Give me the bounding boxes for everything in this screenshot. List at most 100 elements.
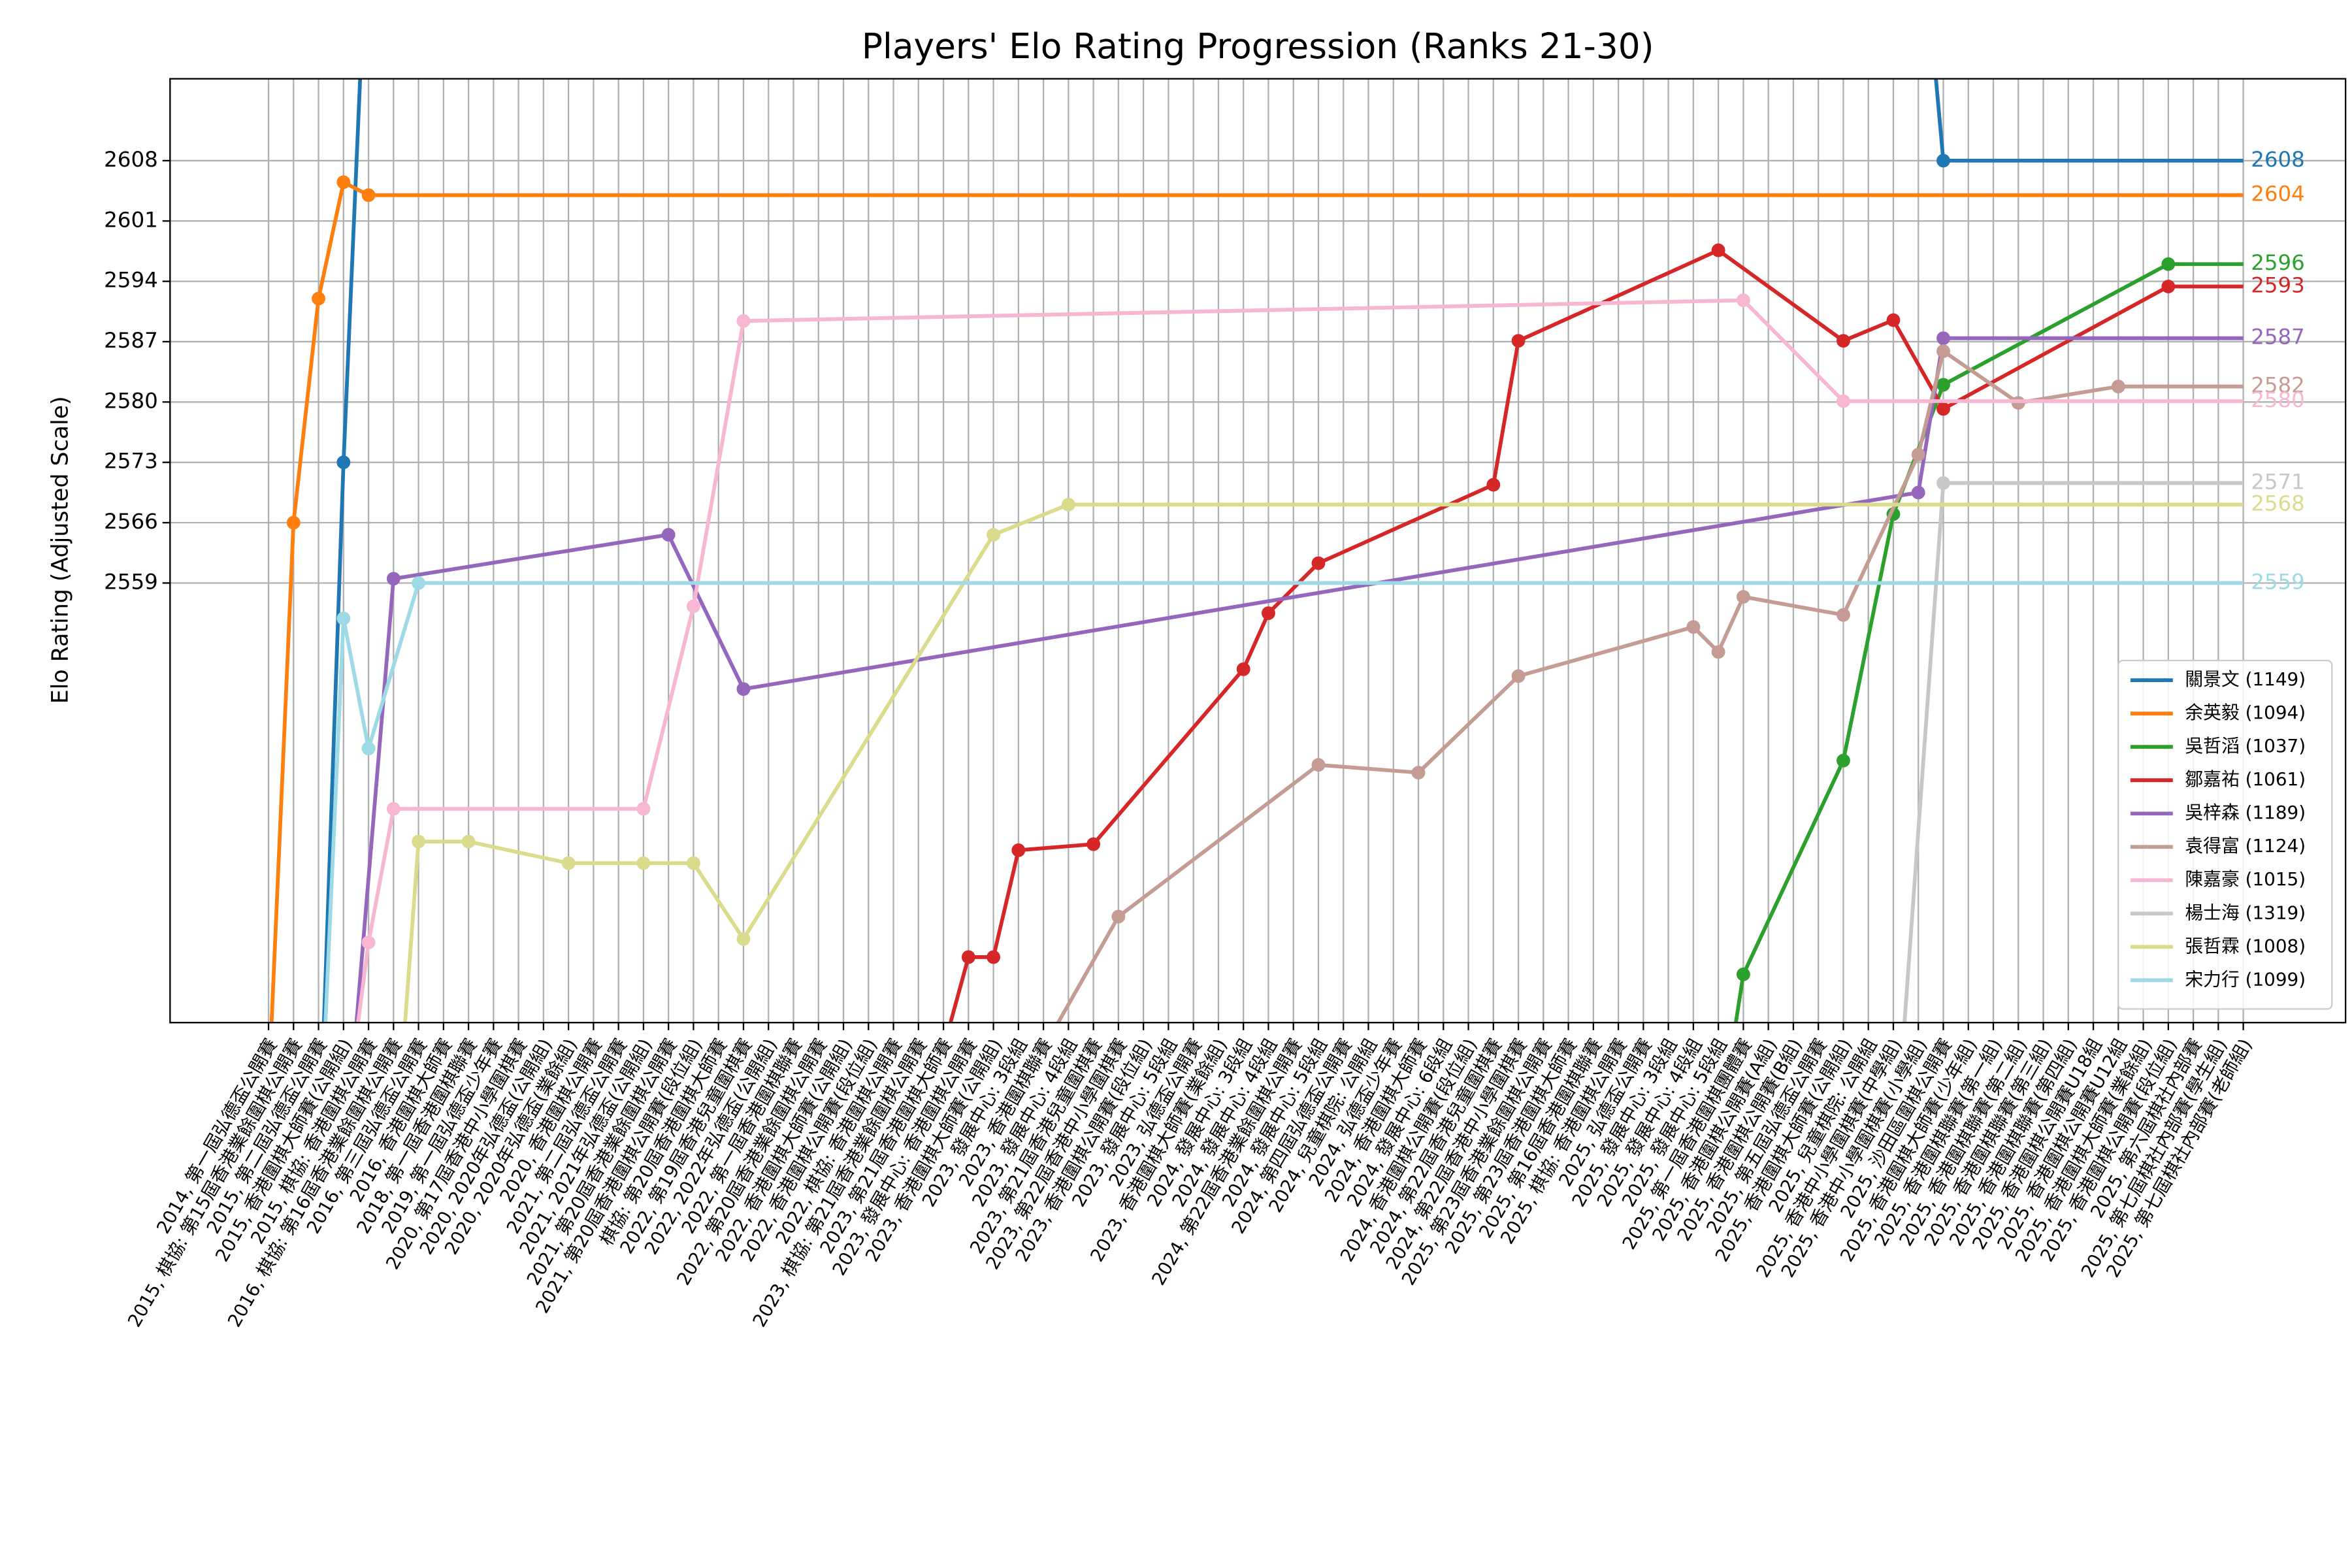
legend-label: 袁得富 (1124) [2185, 835, 2306, 857]
point [312, 291, 325, 306]
series-line [321, 78, 1946, 1023]
legend-label: 張哲霖 (1008) [2185, 935, 2306, 956]
end-label: 2593 [2251, 273, 2305, 298]
point [1936, 378, 1950, 392]
point [1936, 402, 1950, 416]
point [361, 188, 376, 203]
legend-label: 陳嘉豪 (1015) [2185, 868, 2306, 890]
legend-label: 宋力行 (1099) [2185, 968, 2306, 990]
point [1911, 448, 1925, 462]
point [687, 599, 700, 613]
y-tick-label: 2587 [104, 328, 158, 353]
legend-label: 吳哲滔 (1037) [2185, 735, 2306, 757]
point [1086, 837, 1101, 851]
point [1262, 606, 1275, 620]
legend: 關景文 (1149) 余英毅 (1094) 吳哲滔 (1037) 鄒嘉祐 (1061)… [2117, 659, 2333, 1010]
point [1936, 331, 1950, 346]
point [336, 612, 351, 625]
end-label: 2582 [2251, 373, 2305, 398]
point [1511, 334, 1526, 348]
y-axis-label: Elo Rating (Adjusted Scale) [47, 396, 73, 704]
point [736, 932, 751, 946]
legend-label: 余英毅 (1094) [2185, 702, 2306, 723]
point [2161, 257, 2176, 271]
point [661, 528, 676, 542]
point [736, 314, 751, 328]
end-label: 2587 [2251, 325, 2305, 350]
point [2161, 280, 2176, 293]
point [1736, 967, 1750, 981]
point [1011, 843, 1026, 857]
point [412, 576, 426, 590]
series-line [356, 298, 1845, 1023]
y-tick-label: 2559 [104, 569, 158, 594]
point [1837, 608, 1850, 622]
series-line [1733, 262, 2170, 1023]
point [1236, 662, 1250, 676]
legend-label: 鄒嘉祐 (1061) [2185, 768, 2306, 790]
axes-frame [169, 78, 2347, 1024]
end-label: 2608 [2251, 147, 2305, 172]
y-tick-label: 2594 [104, 268, 158, 293]
legend-label: 吳梓森 (1189) [2185, 802, 2306, 823]
point [412, 834, 426, 849]
point [1886, 313, 1901, 327]
end-label: 2604 [2251, 182, 2305, 206]
point [361, 742, 376, 756]
chart-title: Players' Elo Rating Progression (Ranks 2… [862, 25, 1654, 67]
point [1511, 669, 1526, 683]
point [687, 856, 700, 870]
point [961, 950, 975, 964]
point [361, 936, 376, 949]
legend-label: 關景文 (1149) [2185, 668, 2306, 690]
end-label: 2596 [2251, 250, 2305, 275]
series-line [1903, 483, 1946, 1023]
point [1911, 485, 1925, 500]
point [2111, 380, 2125, 394]
point [1936, 344, 1950, 358]
series-line [354, 338, 1946, 1023]
point [1711, 243, 1725, 257]
end-label: 2568 [2251, 491, 2305, 515]
y-tick-label: 2566 [104, 509, 158, 534]
point [1837, 334, 1850, 348]
series-line [323, 582, 421, 1023]
point [1936, 154, 1950, 168]
point [1736, 293, 1750, 308]
point [286, 515, 301, 530]
point [1311, 758, 1326, 772]
point [561, 856, 576, 870]
point [1936, 476, 1950, 490]
y-tick-label: 2601 [104, 207, 158, 232]
y-tick-label: 2580 [104, 388, 158, 413]
point [386, 802, 400, 816]
point [1711, 645, 1725, 659]
y-tick-label: 2608 [104, 147, 158, 172]
point [386, 572, 400, 586]
point [1686, 620, 1701, 634]
point [336, 455, 351, 470]
point [1736, 590, 1750, 604]
point [636, 802, 651, 816]
y-tick-label: 2573 [104, 449, 158, 474]
point [987, 950, 1001, 964]
point [987, 528, 1001, 542]
point [636, 856, 651, 870]
plot-area [269, 78, 2244, 1023]
point [1486, 478, 1501, 492]
end-label: 2571 [2251, 469, 2305, 494]
point [1311, 556, 1326, 570]
end-label: 2580 [2251, 387, 2305, 412]
point [336, 175, 351, 189]
point [1061, 497, 1075, 512]
end-label: 2559 [2251, 569, 2305, 594]
point [1837, 753, 1850, 768]
point [1411, 766, 1426, 780]
legend-label: 楊士海 (1319) [2185, 902, 2306, 923]
point [1111, 909, 1126, 924]
point [1837, 394, 1850, 408]
point [736, 682, 751, 696]
point [461, 834, 476, 849]
